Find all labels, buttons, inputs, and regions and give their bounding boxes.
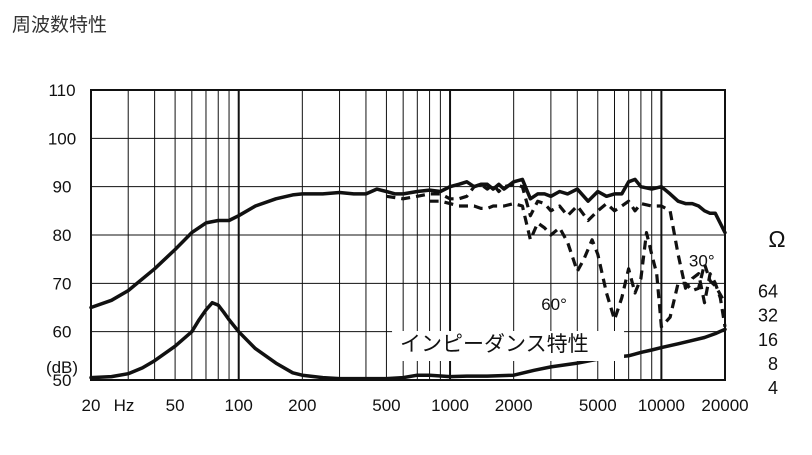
series-line-1 bbox=[386, 182, 727, 328]
series-line-3 bbox=[89, 300, 727, 381]
impedance-tick-label: 64 bbox=[758, 281, 778, 301]
impedance-tick-label: 32 bbox=[758, 306, 778, 326]
x-tick-label: 1000 bbox=[431, 396, 469, 415]
x-tick-label: 10000 bbox=[638, 396, 685, 415]
series bbox=[89, 177, 727, 381]
x-tick-label: 20 bbox=[82, 396, 101, 415]
impedance-tick-label: 4 bbox=[768, 378, 778, 398]
impedance-tick-label: 16 bbox=[758, 330, 778, 350]
y-tick-label: 50 bbox=[53, 371, 72, 390]
impedance-unit-label: Ω bbox=[768, 226, 785, 252]
x-tick-label: 5000 bbox=[579, 396, 617, 415]
angle-annotation: 30° bbox=[689, 251, 715, 270]
x-tick-label: 100 bbox=[225, 396, 253, 415]
impedance-label-background bbox=[392, 331, 625, 361]
x-unit-label: Hz bbox=[114, 396, 135, 415]
annotations: 30° 60° インピーダンス特性 bbox=[392, 251, 715, 361]
y-unit-label: (dB) bbox=[46, 358, 78, 377]
y-tick-labels: 110 100 90 80 70 60 50 bbox=[48, 81, 76, 390]
x-tick-label: 50 bbox=[166, 396, 185, 415]
plot-frame bbox=[90, 89, 726, 381]
impedance-tick-labels: 64 32 16 8 4 bbox=[758, 281, 778, 398]
angle-annotation: 60° bbox=[541, 295, 567, 314]
y-tick-label: 70 bbox=[53, 274, 72, 293]
y-tick-label: 80 bbox=[53, 226, 72, 245]
x-tick-label: 200 bbox=[288, 396, 316, 415]
series-line-2 bbox=[429, 199, 727, 329]
x-tick-label: 500 bbox=[372, 396, 400, 415]
y-tick-label: 110 bbox=[48, 81, 75, 100]
impedance-tick-label: 8 bbox=[768, 354, 778, 374]
y-tick-label: 100 bbox=[48, 129, 76, 148]
y-tick-label: 90 bbox=[53, 178, 72, 197]
x-tick-label: 20000 bbox=[701, 396, 748, 415]
page-title: 周波数特性 bbox=[12, 14, 108, 36]
x-tick-label: 2000 bbox=[495, 396, 533, 415]
x-tick-labels: 20 50 100 200 500 1000 2000 5000 10000 20000 bbox=[82, 396, 749, 415]
y-tick-label: 60 bbox=[53, 323, 72, 342]
impedance-curve-label: インピーダンス特性 bbox=[400, 332, 589, 356]
